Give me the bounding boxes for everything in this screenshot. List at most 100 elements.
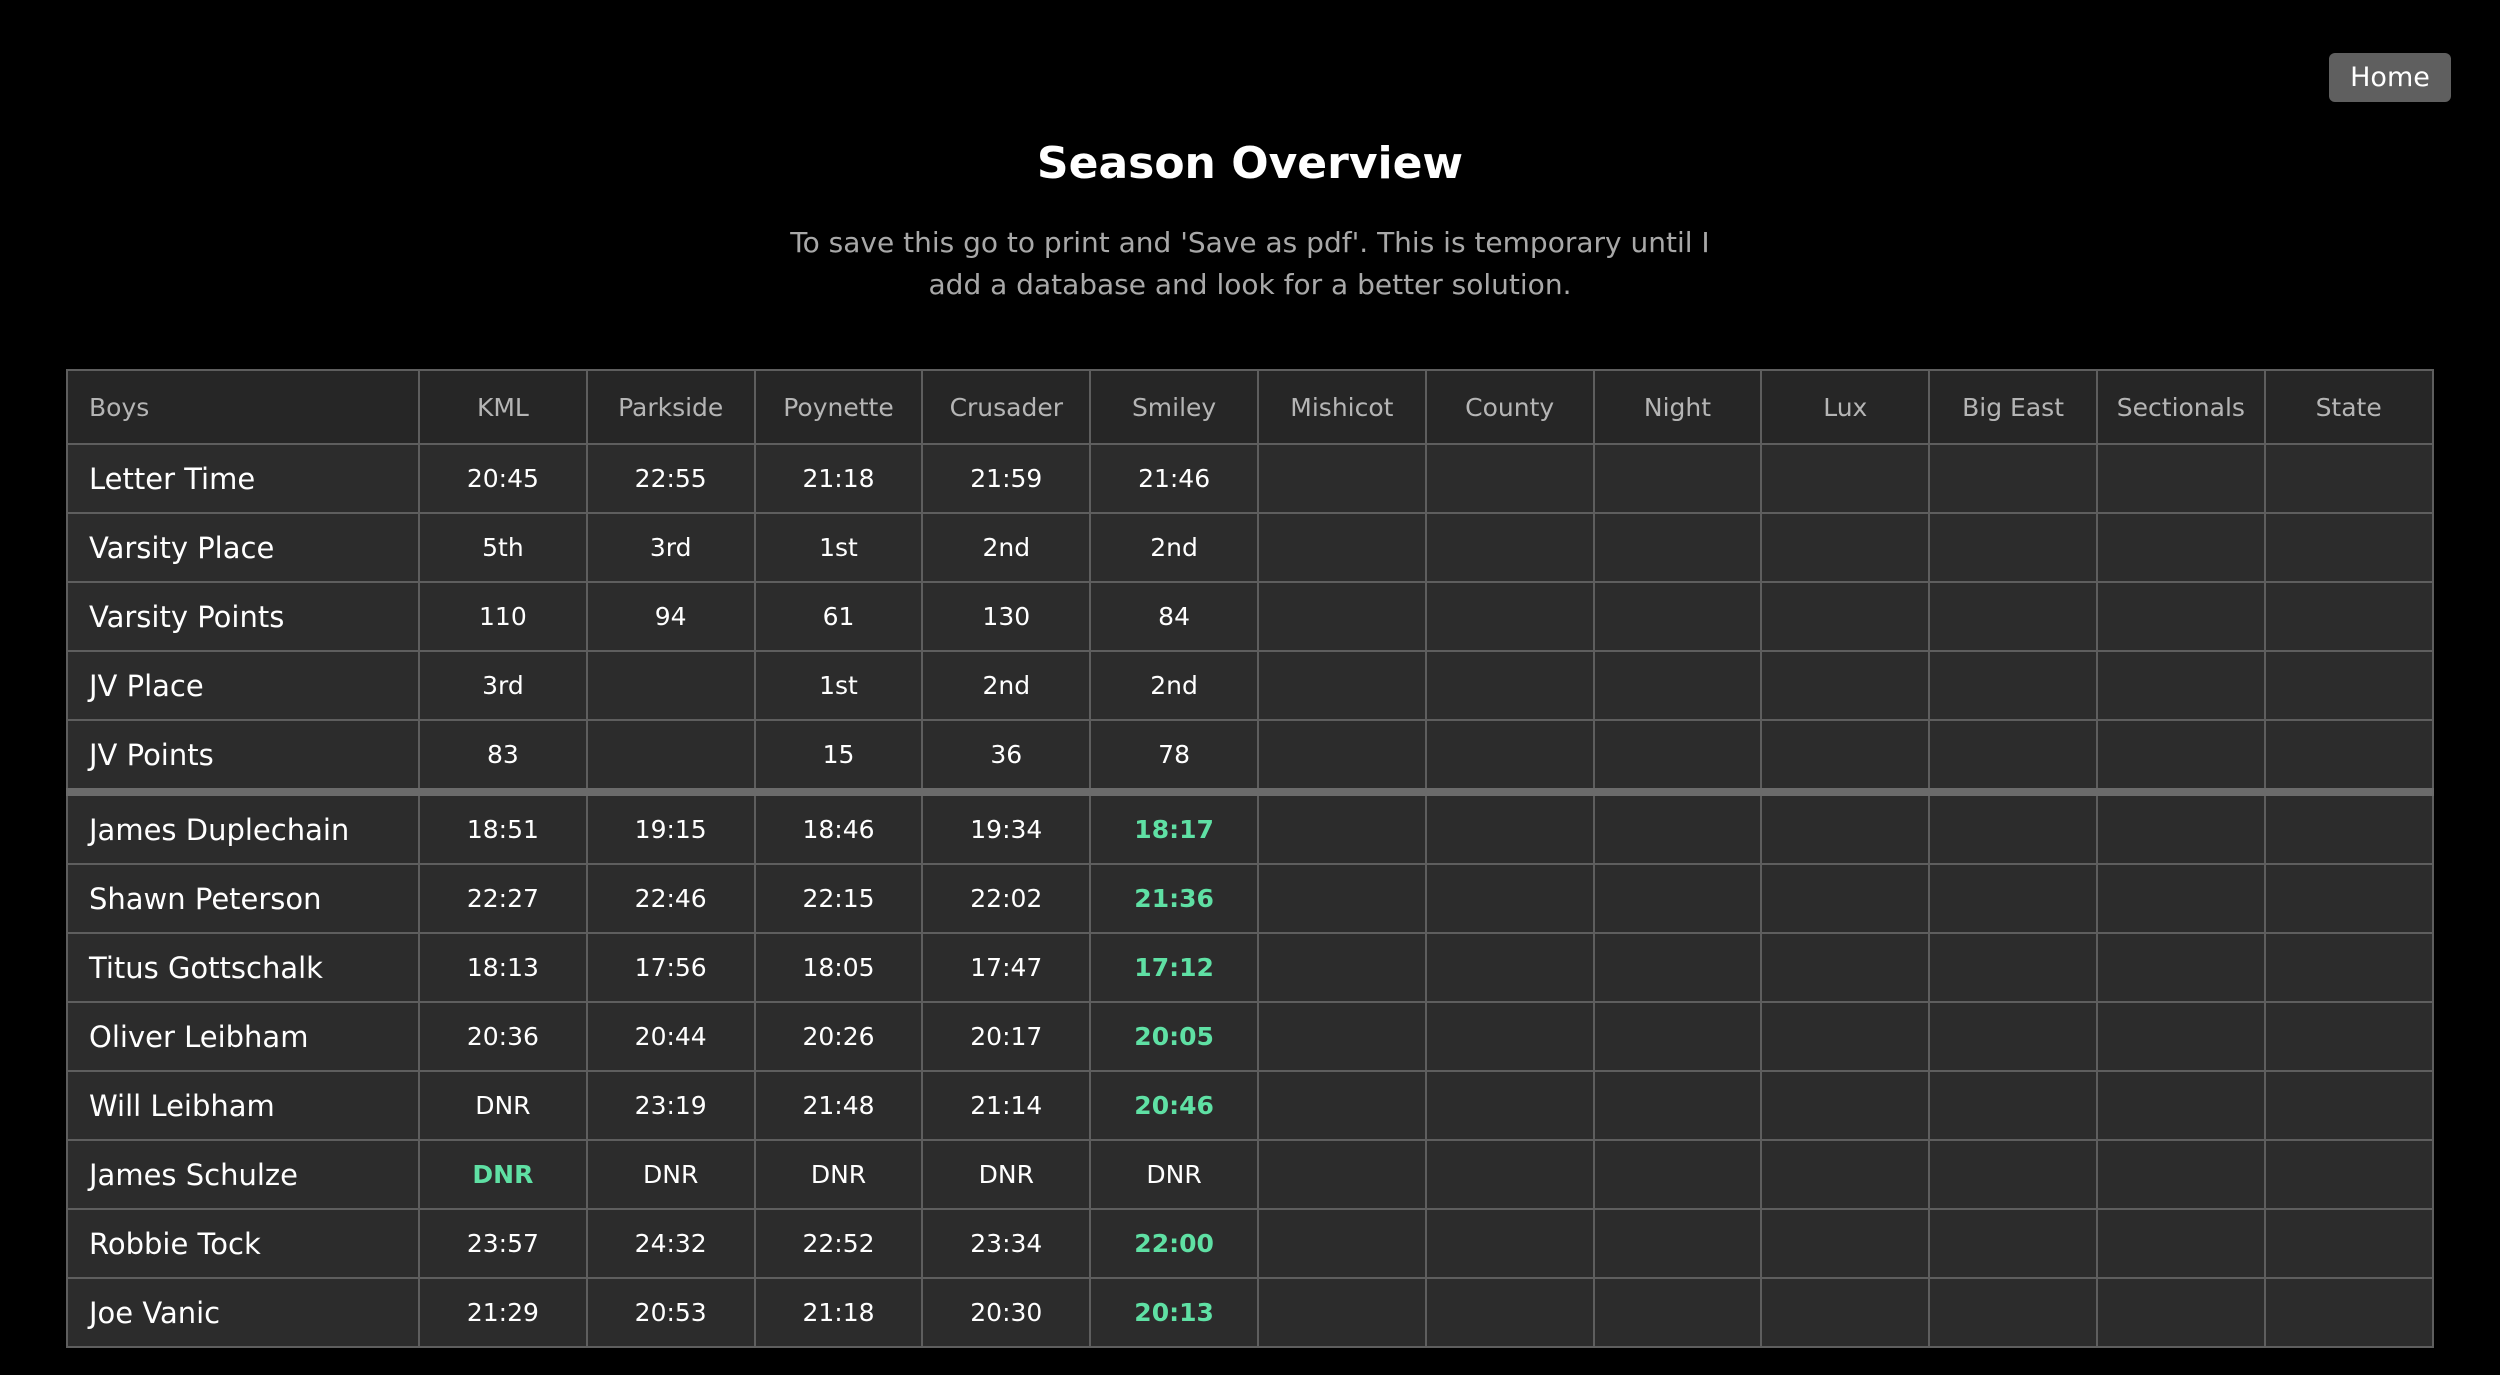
- runner-row: James Schulze DNR DNR DNR DNR DNR: [66, 1139, 2434, 1210]
- time-cell: 22:15: [753, 863, 924, 934]
- summary-cell: [2263, 650, 2434, 721]
- home-button[interactable]: Home: [2329, 53, 2451, 102]
- runner-name: Robbie Tock: [66, 1208, 420, 1279]
- time-cell: 20:30: [921, 1277, 1092, 1348]
- season-table: Boys KML Parkside Poynette Crusader Smiley Mis…: [66, 369, 2434, 1348]
- time-cell: DNR: [585, 1139, 756, 1210]
- time-cell: [1256, 932, 1427, 1003]
- summary-cell: [1760, 443, 1931, 514]
- runner-name: James Schulze: [66, 1139, 420, 1210]
- column-header-sectionals: Sectionals: [2095, 369, 2266, 445]
- time-cell: 22:02: [921, 863, 1092, 934]
- summary-cell: 2nd: [1089, 512, 1259, 583]
- time-cell: DNR: [921, 1139, 1092, 1210]
- time-cell: [1256, 1277, 1427, 1348]
- best-time-cell: 20:05: [1089, 1001, 1259, 1072]
- time-cell: [1592, 1139, 1763, 1210]
- time-cell: [1424, 1070, 1595, 1141]
- summary-cell: [2263, 512, 2434, 583]
- summary-cell: [1592, 581, 1763, 652]
- summary-cell: [2095, 512, 2266, 583]
- summary-cell: [1424, 719, 1595, 796]
- page-subtitle: To save this go to print and 'Save as pd…: [790, 226, 1710, 301]
- time-cell: [1592, 1277, 1763, 1348]
- time-cell: DNR: [418, 1070, 588, 1141]
- summary-row-label: Varsity Points: [66, 581, 420, 652]
- time-cell: [2263, 1001, 2434, 1072]
- time-cell: 23:57: [418, 1208, 588, 1279]
- summary-row: JV Points 83 15 36 78: [66, 719, 2434, 796]
- time-cell: [1424, 1277, 1595, 1348]
- time-cell: 21:18: [753, 1277, 924, 1348]
- time-cell: 18:51: [418, 791, 588, 865]
- time-cell: 17:56: [585, 932, 756, 1003]
- time-cell: [2095, 1277, 2266, 1348]
- time-cell: [2263, 1139, 2434, 1210]
- time-cell: [2095, 932, 2266, 1003]
- summary-cell: 21:18: [753, 443, 924, 514]
- time-cell: 18:13: [418, 932, 588, 1003]
- time-cell: [2263, 791, 2434, 865]
- summary-row: Varsity Points 110 94 61 130 84: [66, 581, 2434, 652]
- summary-cell: 61: [753, 581, 924, 652]
- time-cell: [1424, 932, 1595, 1003]
- column-header-county: County: [1424, 369, 1595, 445]
- summary-cell: [585, 650, 756, 721]
- time-cell: [1928, 1277, 2098, 1348]
- summary-cell: [585, 719, 756, 796]
- time-cell: [2263, 1070, 2434, 1141]
- runner-row: Robbie Tock 23:57 24:32 22:52 23:34 22:00: [66, 1208, 2434, 1279]
- time-cell: 17:47: [921, 932, 1092, 1003]
- time-cell: [1760, 1139, 1931, 1210]
- time-cell: [1928, 863, 2098, 934]
- runner-row: James Duplechain 18:51 19:15 18:46 19:34 18:1…: [66, 791, 2434, 865]
- time-cell: [2263, 1277, 2434, 1348]
- season-table-container: Boys KML Parkside Poynette Crusader Smiley Mis…: [66, 369, 2434, 1348]
- time-cell: [2263, 1208, 2434, 1279]
- summary-cell: 21:46: [1089, 443, 1259, 514]
- time-cell: 20:44: [585, 1001, 756, 1072]
- best-time-cell: 20:46: [1089, 1070, 1259, 1141]
- time-cell: 20:36: [418, 1001, 588, 1072]
- page-title: Season Overview: [1036, 138, 1464, 189]
- column-header-kml: KML: [418, 369, 588, 445]
- summary-cell: [1928, 719, 2098, 796]
- time-cell: 21:29: [418, 1277, 588, 1348]
- column-header-smiley: Smiley: [1089, 369, 1259, 445]
- summary-cell: 130: [921, 581, 1092, 652]
- summary-cell: 15: [753, 719, 924, 796]
- table-header-row: Boys KML Parkside Poynette Crusader Smiley Mis…: [66, 369, 2434, 445]
- summary-row: Varsity Place 5th 3rd 1st 2nd 2nd: [66, 512, 2434, 583]
- summary-cell: 2nd: [1089, 650, 1259, 721]
- summary-row-label: Varsity Place: [66, 512, 420, 583]
- summary-row-label: JV Points: [66, 719, 420, 796]
- column-header-lux: Lux: [1760, 369, 1931, 445]
- time-cell: [1928, 1070, 2098, 1141]
- time-cell: [1256, 1208, 1427, 1279]
- time-cell: 20:17: [921, 1001, 1092, 1072]
- summary-cell: [1928, 650, 2098, 721]
- best-time-cell: 17:12: [1089, 932, 1259, 1003]
- time-cell: [2095, 1001, 2266, 1072]
- summary-cell: 83: [418, 719, 588, 796]
- column-header-poynette: Poynette: [753, 369, 924, 445]
- runner-name: Oliver Leibham: [66, 1001, 420, 1072]
- best-time-cell: 18:17: [1089, 791, 1259, 865]
- summary-cell: [1256, 650, 1427, 721]
- time-cell: 18:46: [753, 791, 924, 865]
- time-cell: [1928, 1208, 2098, 1279]
- time-cell: [2095, 1208, 2266, 1279]
- summary-cell: 94: [585, 581, 756, 652]
- summary-cell: [1424, 650, 1595, 721]
- summary-cell: [1592, 512, 1763, 583]
- column-header-big-east: Big East: [1928, 369, 2098, 445]
- summary-cell: [1256, 719, 1427, 796]
- summary-cell: [1256, 512, 1427, 583]
- summary-cell: [1424, 581, 1595, 652]
- time-cell: [1760, 1001, 1931, 1072]
- time-cell: [1760, 1208, 1931, 1279]
- summary-row-label: Letter Time: [66, 443, 420, 514]
- best-time-cell: DNR: [418, 1139, 588, 1210]
- time-cell: [1928, 1139, 2098, 1210]
